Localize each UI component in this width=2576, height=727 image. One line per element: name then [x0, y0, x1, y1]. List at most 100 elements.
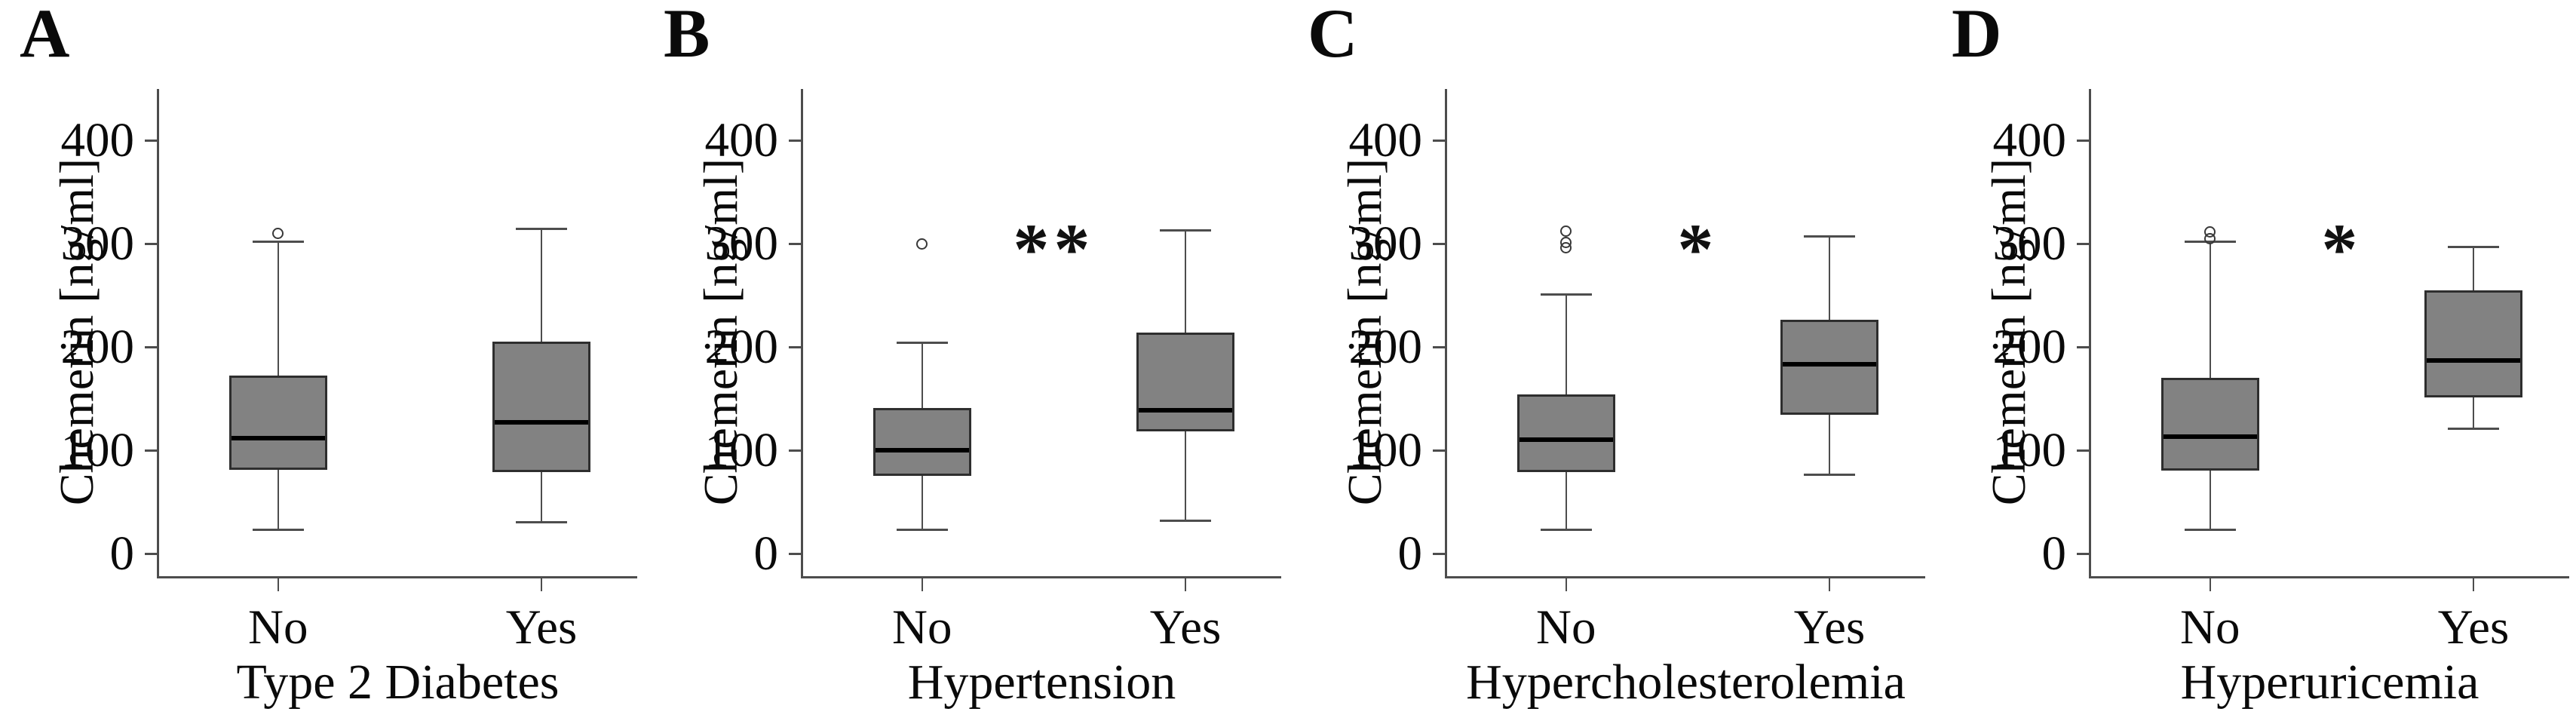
y-tick-mark — [1433, 346, 1446, 348]
lower-whisker-line — [540, 471, 543, 523]
y-axis-line — [2089, 89, 2091, 578]
median-line — [1519, 437, 1613, 443]
median-line — [2427, 357, 2520, 363]
median-line — [1139, 407, 1232, 413]
x-tick-mark — [2209, 578, 2211, 591]
y-tick-mark — [1433, 243, 1446, 245]
y-tick-mark — [789, 243, 802, 245]
y-axis-line — [1445, 89, 1447, 578]
y-tick-mark — [789, 449, 802, 452]
upper-whisker-cap — [252, 240, 304, 243]
upper-whisker-line — [277, 241, 279, 376]
lower-whisker-cap — [2448, 427, 2499, 430]
outlier-point — [1560, 237, 1572, 249]
upper-whisker-cap — [1540, 293, 1592, 296]
y-tick-mark — [2077, 243, 2090, 245]
lower-whisker-cap — [1804, 474, 1855, 477]
group-label-no: No — [1536, 600, 1596, 655]
outlier-point — [272, 227, 284, 239]
lower-whisker-cap — [1540, 528, 1592, 531]
y-tick-label: 300 — [60, 216, 135, 271]
box-yes — [1780, 320, 1878, 416]
panel-letter: A — [20, 0, 70, 72]
y-tick-label: 100 — [1348, 423, 1423, 477]
lower-whisker-cap — [1160, 519, 1211, 522]
x-axis-line — [157, 576, 637, 578]
upper-whisker-line — [1184, 230, 1187, 333]
y-tick-mark — [2077, 140, 2090, 142]
y-tick-mark — [145, 243, 158, 245]
box-no — [872, 407, 971, 477]
significance-marker: ** — [1013, 209, 1095, 290]
median-line — [495, 420, 588, 425]
category-axis-title: Hypercholesterolemia — [1466, 655, 1906, 710]
y-tick-label: 400 — [1992, 113, 2067, 167]
x-axis-line — [1445, 576, 1925, 578]
x-tick-mark — [921, 578, 923, 591]
lower-whisker-line — [2209, 471, 2211, 530]
box-no — [228, 376, 327, 471]
group-label-yes: Yes — [2437, 600, 2510, 655]
category-axis-title: Hyperuricemia — [2180, 655, 2479, 710]
box-no — [1516, 394, 1615, 472]
lower-whisker-cap — [516, 521, 567, 524]
y-tick-mark — [2077, 553, 2090, 555]
y-tick-label: 200 — [1348, 320, 1423, 374]
y-tick-label: 0 — [753, 526, 779, 581]
upper-whisker-line — [2472, 247, 2475, 290]
upper-whisker-line — [2209, 241, 2211, 379]
outlier-point — [916, 238, 928, 250]
x-tick-mark — [277, 578, 279, 591]
y-tick-mark — [145, 346, 158, 348]
upper-whisker-line — [540, 229, 543, 342]
outlier-point — [2204, 226, 2216, 238]
panel-letter: D — [1952, 0, 2002, 72]
lower-whisker-line — [277, 470, 279, 530]
panel-letter: C — [1308, 0, 1358, 72]
median-line — [2163, 434, 2257, 440]
lower-whisker-cap — [252, 528, 304, 531]
median-line — [1783, 362, 1876, 367]
group-label-yes: Yes — [1149, 600, 1222, 655]
y-tick-label: 400 — [704, 113, 779, 167]
x-tick-mark — [540, 578, 543, 591]
box-yes — [2424, 290, 2522, 398]
y-tick-mark — [145, 449, 158, 452]
group-label-yes: Yes — [1793, 600, 1866, 655]
y-tick-mark — [145, 140, 158, 142]
median-line — [231, 435, 325, 440]
x-axis-line — [2089, 576, 2569, 578]
y-tick-mark — [1433, 449, 1446, 452]
y-axis-line — [801, 89, 803, 578]
group-label-no: No — [2180, 600, 2240, 655]
y-tick-mark — [1433, 553, 1446, 555]
y-tick-label: 0 — [1397, 526, 1423, 581]
lower-whisker-cap — [896, 528, 948, 531]
y-tick-label: 200 — [1992, 320, 2067, 374]
lower-whisker-cap — [2184, 528, 2236, 531]
upper-whisker-line — [921, 342, 923, 408]
category-axis-title: Type 2 Diabetes — [236, 655, 560, 710]
panel-a: A Chemerin [ng/ml] 0 100 200 300 400 No Yes Type … — [0, 0, 644, 727]
upper-whisker-cap — [2448, 245, 2499, 248]
outlier-point — [1560, 225, 1572, 238]
group-label-no: No — [248, 600, 308, 655]
group-label-yes: Yes — [505, 600, 578, 655]
x-tick-mark — [1828, 578, 1831, 591]
y-tick-label: 100 — [704, 423, 779, 477]
upper-whisker-cap — [516, 228, 567, 231]
y-tick-label: 300 — [1348, 216, 1423, 271]
y-tick-label: 200 — [60, 320, 135, 374]
box-no — [2160, 378, 2259, 471]
lower-whisker-line — [1828, 415, 1831, 475]
box-yes — [1136, 332, 1234, 432]
y-tick-label: 100 — [60, 423, 135, 477]
y-axis-line — [157, 89, 159, 578]
group-label-no: No — [892, 600, 952, 655]
y-tick-label: 400 — [60, 113, 135, 167]
y-tick-mark — [1433, 140, 1446, 142]
y-tick-label: 100 — [1992, 423, 2067, 477]
significance-marker: * — [2321, 209, 2363, 290]
y-tick-label: 0 — [2041, 526, 2067, 581]
